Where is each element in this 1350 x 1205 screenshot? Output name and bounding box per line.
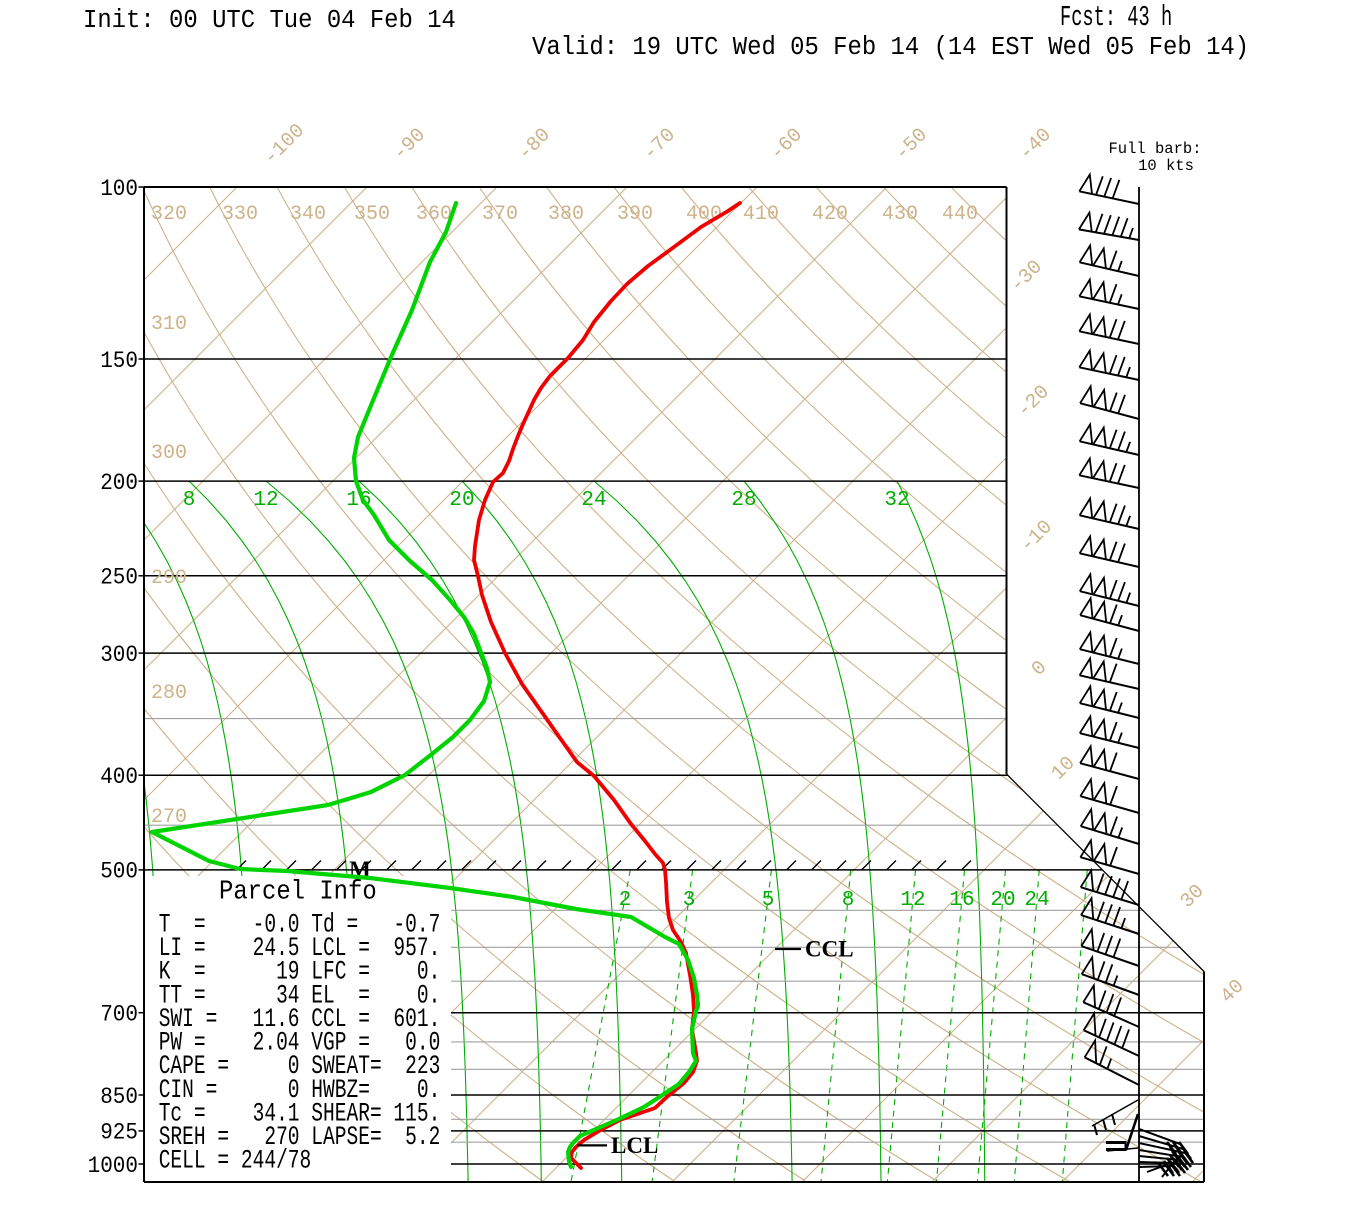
svg-text:300: 300: [151, 442, 187, 465]
svg-text:32: 32: [884, 489, 909, 512]
svg-text:SWI = 11.6 CCL = 601.: SWI = 11.6 CCL = 601.: [159, 1004, 441, 1035]
svg-text:150: 150: [100, 348, 138, 374]
svg-text:400: 400: [686, 203, 722, 226]
svg-text:28: 28: [731, 489, 756, 512]
svg-text:Full barb:: Full barb:: [1108, 140, 1201, 158]
svg-text:500: 500: [100, 859, 138, 885]
svg-text:LI = 24.5 LCL = 957.: LI = 24.5 LCL = 957.: [159, 933, 441, 964]
svg-text:330: 330: [222, 203, 258, 226]
svg-text:430: 430: [882, 203, 918, 226]
svg-text:LCL: LCL: [611, 1133, 658, 1158]
svg-text:370: 370: [482, 203, 518, 226]
svg-text:2: 2: [619, 889, 632, 912]
svg-text:K = 19 LFC = 0.: K = 19 LFC = 0.: [159, 957, 441, 988]
svg-text:320: 320: [151, 203, 187, 226]
svg-text:410: 410: [743, 203, 779, 226]
svg-text:700: 700: [100, 1002, 138, 1028]
svg-text:290: 290: [151, 567, 187, 590]
svg-text:420: 420: [812, 203, 848, 226]
svg-text:Tc = 34.1 SHEAR= 115.: Tc = 34.1 SHEAR= 115.: [159, 1099, 441, 1130]
svg-text:1000: 1000: [88, 1153, 138, 1179]
svg-text:CAPE = 0 SWEAT= 223: CAPE = 0 SWEAT= 223: [159, 1051, 441, 1082]
svg-text:280: 280: [151, 682, 187, 705]
svg-text:100: 100: [100, 176, 138, 202]
svg-text:380: 380: [548, 203, 584, 226]
svg-text:440: 440: [942, 203, 978, 226]
svg-text:360: 360: [416, 203, 452, 226]
svg-text:CELL = 244/78: CELL = 244/78: [159, 1146, 312, 1177]
svg-text:SREH = 270 LAPSE= 5.2: SREH = 270 LAPSE= 5.2: [159, 1122, 441, 1153]
svg-text:10 kts: 10 kts: [1138, 157, 1194, 175]
svg-text:CIN = 0 HWBZ= 0.: CIN = 0 HWBZ= 0.: [159, 1075, 441, 1106]
svg-text:20: 20: [990, 889, 1015, 912]
svg-text:350: 350: [354, 203, 390, 226]
svg-text:12: 12: [900, 889, 925, 912]
svg-text:8: 8: [842, 889, 855, 912]
svg-text:20: 20: [449, 489, 474, 512]
svg-text:850: 850: [100, 1084, 138, 1110]
svg-text:270: 270: [151, 806, 187, 829]
svg-text:CCL: CCL: [805, 937, 854, 962]
svg-text:340: 340: [290, 203, 326, 226]
svg-text:400: 400: [100, 764, 138, 790]
svg-text:Fcst: 43 h: Fcst: 43 h: [1060, 3, 1172, 35]
svg-text:3: 3: [683, 889, 696, 912]
svg-text:12: 12: [253, 489, 278, 512]
svg-text:24: 24: [581, 489, 606, 512]
svg-text:TT = 34 EL = 0.: TT = 34 EL = 0.: [159, 981, 441, 1012]
svg-text:24: 24: [1024, 889, 1049, 912]
svg-text:200: 200: [100, 470, 138, 496]
svg-text:Init: 00 UTC Tue 04 Feb 14: Init: 00 UTC Tue 04 Feb 14: [83, 6, 456, 35]
svg-text:16: 16: [949, 889, 974, 912]
svg-text:300: 300: [100, 642, 138, 668]
svg-text:Valid: 19 UTC Wed 05 Feb 14 (1: Valid: 19 UTC Wed 05 Feb 14 (14 EST Wed …: [532, 33, 1249, 62]
svg-text:T = -0.0 Td = -0.7: T = -0.0 Td = -0.7: [159, 910, 441, 941]
svg-text:Parcel Info: Parcel Info: [219, 876, 377, 907]
svg-text:PW = 2.04 VGP = 0.0: PW = 2.04 VGP = 0.0: [159, 1028, 441, 1059]
svg-text:5: 5: [762, 889, 775, 912]
svg-text:390: 390: [617, 203, 653, 226]
svg-text:310: 310: [151, 313, 187, 336]
svg-text:925: 925: [100, 1120, 138, 1146]
svg-text:8: 8: [183, 489, 196, 512]
svg-text:250: 250: [100, 565, 138, 591]
